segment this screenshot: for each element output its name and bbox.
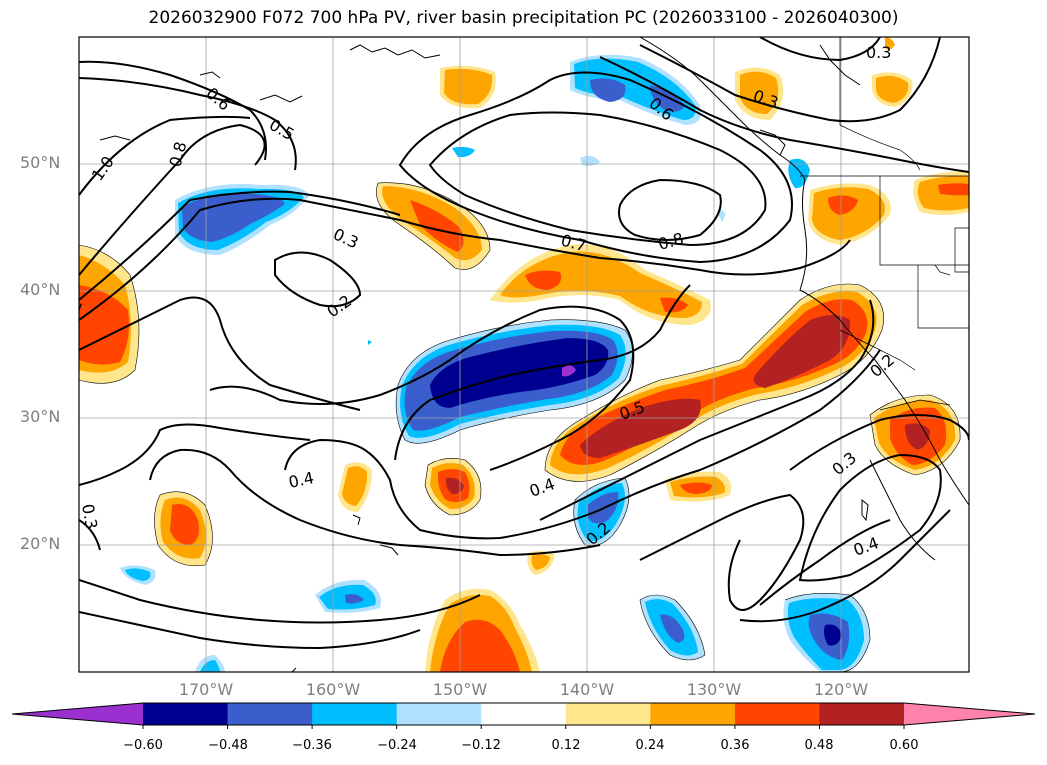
- lon-label: 130°W: [686, 680, 742, 699]
- colorbar-tick-label: −0.24: [377, 738, 417, 753]
- boundaries: [800, 37, 969, 411]
- lat-label: 50°N: [20, 153, 61, 172]
- contour-label: 0.3: [78, 502, 101, 530]
- colorbar-cell: [481, 703, 567, 725]
- map-frame: [78, 36, 970, 673]
- colorbar-cell: [819, 703, 905, 725]
- colorbar-cell: [396, 703, 482, 725]
- contour-label: 0.3: [866, 43, 891, 62]
- lon-label: 170°W: [178, 680, 234, 699]
- graticule: [79, 37, 969, 672]
- colorbar-extend-min: [12, 703, 143, 725]
- colorbar-tick-label: 0.24: [635, 738, 665, 753]
- lon-label: 120°W: [813, 680, 869, 699]
- colorbar-cell: [312, 703, 398, 725]
- shading-outlines: [79, 182, 961, 672]
- colorbar-tick-label: −0.36: [292, 738, 332, 753]
- figure-title: 2026032900 F072 700 hPa PV, river basin …: [148, 8, 899, 28]
- colorbar-extend-max: [904, 703, 1035, 725]
- colorbar-tick-label: −0.60: [123, 738, 163, 753]
- lat-label: 30°N: [20, 407, 61, 426]
- colorbar-cell: [227, 703, 313, 725]
- lon-label: 150°W: [432, 680, 488, 699]
- colorbar-cell: [143, 703, 229, 725]
- coastlines: [99, 37, 969, 672]
- colorbar-cell: [734, 703, 820, 725]
- lat-label: 20°N: [20, 534, 61, 553]
- colorbar-cell: [565, 703, 651, 725]
- lat-label: 40°N: [20, 280, 61, 299]
- colorbar-tick-label: 0.12: [551, 738, 581, 753]
- colorbar: [11, 702, 1036, 729]
- colorbar-tick-label: 0.36: [720, 738, 750, 753]
- colorbar-tick-label: −0.12: [461, 738, 501, 753]
- colorbar-cell: [650, 703, 736, 725]
- lon-label: 140°W: [559, 680, 615, 699]
- pv-contours: [79, 37, 969, 650]
- contour-label: 0.4: [287, 468, 316, 492]
- colorbar-tick-label: 0.48: [804, 738, 834, 753]
- contour-label: 1: [65, 297, 86, 313]
- colorbar-tick-label: 0.60: [889, 738, 919, 753]
- lon-label: 160°W: [305, 680, 361, 699]
- colorbar-tick-label: −0.48: [208, 738, 248, 753]
